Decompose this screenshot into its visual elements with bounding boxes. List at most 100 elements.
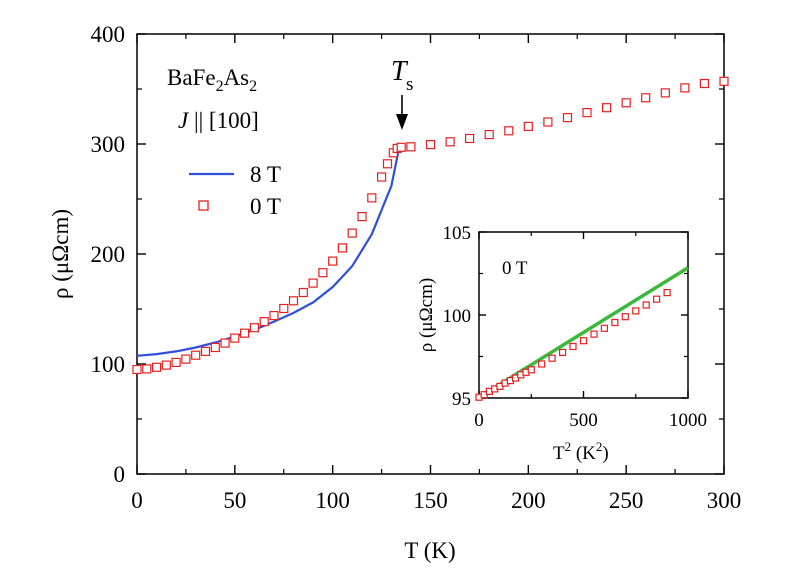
data-point — [337, 243, 347, 253]
data-point — [641, 93, 651, 103]
data-point — [699, 78, 710, 89]
inset-axis-ticks — [478, 231, 689, 399]
sample-part: As — [224, 65, 250, 90]
inset-y-axis-title: ρ (μΩcm) — [416, 278, 437, 352]
data-point — [210, 342, 220, 353]
inset-x-axis-title: T2 (K2) — [553, 439, 609, 464]
data-point — [367, 193, 377, 203]
y-tick-label: 400 — [91, 22, 126, 47]
sample-label: BaFe2As2 — [167, 65, 257, 95]
data-point — [504, 126, 514, 136]
data-point — [382, 159, 393, 169]
ts-arrow-head — [396, 114, 408, 130]
data-point — [523, 121, 533, 132]
y-tick-label: 95 — [452, 389, 471, 410]
data-point — [406, 142, 416, 152]
data-point — [347, 228, 357, 238]
data-point — [425, 140, 436, 150]
data-point — [230, 333, 240, 343]
data-point — [719, 76, 729, 86]
series-0T-markers — [132, 76, 729, 375]
data-point — [621, 313, 629, 321]
data-point — [569, 342, 577, 351]
data-point — [298, 287, 308, 298]
data-point — [611, 318, 619, 327]
inset-title: 0 T — [502, 258, 528, 279]
inset-x-axis-close: ) — [602, 443, 608, 464]
data-point — [240, 328, 250, 338]
data-point — [527, 366, 535, 374]
data-point — [161, 360, 171, 370]
inset-tick-labels: 0 500 1000 95 100 105 — [443, 223, 708, 431]
inset-x-axis-var: T — [553, 443, 565, 464]
ts-label: T — [391, 56, 409, 87]
x-tick-label: 300 — [707, 488, 742, 513]
data-point — [152, 362, 162, 372]
data-point — [484, 130, 494, 140]
sample-subscript: 2 — [249, 78, 257, 95]
data-point — [259, 317, 269, 327]
data-point — [191, 350, 201, 360]
data-point — [220, 338, 230, 348]
data-point — [582, 107, 592, 118]
y-tick-label: 300 — [91, 132, 126, 157]
data-point — [377, 172, 387, 182]
main-y-axis-title: ρ (μΩcm) — [48, 209, 73, 299]
data-point — [632, 307, 640, 315]
main-x-axis-title: T (K) — [404, 538, 455, 563]
sample-subscript: 2 — [216, 78, 224, 95]
current-direction: || [100] — [188, 108, 259, 133]
inset-x-axis-sup: 2 — [596, 439, 603, 454]
inset-x-axis-unit: (K — [571, 443, 596, 464]
x-tick-label: 50 — [223, 488, 246, 513]
data-point — [200, 346, 211, 356]
inset-x-axis-sup: 2 — [565, 439, 572, 454]
data-point — [445, 137, 455, 147]
legend-8T-label: 8 T — [250, 162, 281, 187]
x-tick-label: 150 — [413, 488, 448, 513]
x-tick-label: 500 — [569, 410, 598, 431]
current-direction-label: J || [100] — [178, 108, 259, 133]
data-point — [562, 112, 573, 123]
y-tick-label: 100 — [91, 352, 126, 377]
data-point — [558, 348, 567, 356]
data-point — [465, 133, 475, 144]
x-tick-label: 100 — [315, 488, 350, 513]
series-8T-line — [136, 147, 401, 357]
data-point — [621, 98, 631, 108]
data-point — [548, 354, 556, 362]
current-symbol: J — [178, 108, 190, 133]
legend: 8 T 0 T — [189, 162, 281, 219]
data-point — [590, 330, 598, 338]
data-point — [279, 303, 289, 314]
data-point — [132, 364, 142, 375]
data-point — [181, 354, 191, 364]
data-point — [579, 337, 588, 345]
data-point — [396, 142, 406, 152]
ts-annotation: T s — [391, 56, 413, 130]
data-point — [357, 212, 367, 222]
data-point — [269, 311, 279, 321]
data-point — [663, 289, 671, 297]
data-point — [642, 301, 650, 309]
data-point — [660, 88, 670, 98]
x-tick-label: 250 — [609, 488, 644, 513]
main-tick-labels: 0 50 100 150 200 250 300 0 100 200 300 400 — [91, 22, 742, 513]
data-point — [171, 357, 181, 367]
data-point — [600, 324, 609, 332]
data-point — [142, 364, 152, 374]
main-axis-ticks — [136, 33, 725, 475]
data-point — [318, 268, 328, 278]
x-tick-label: 200 — [511, 488, 546, 513]
inset-0T-markers — [475, 289, 671, 401]
y-tick-label: 0 — [114, 462, 126, 487]
data-point — [680, 83, 690, 93]
inset-frame — [478, 231, 689, 399]
legend-0T-label: 0 T — [250, 194, 281, 219]
ts-subscript: s — [406, 74, 413, 95]
y-tick-label: 200 — [91, 242, 126, 267]
y-tick-label: 105 — [443, 223, 472, 244]
